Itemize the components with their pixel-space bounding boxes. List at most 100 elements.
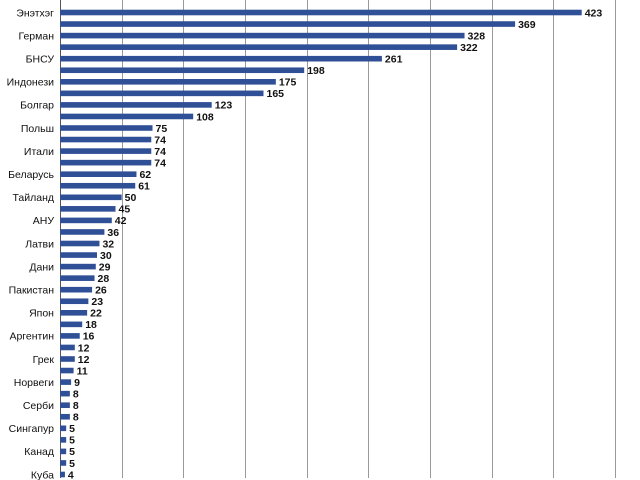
- bar: [60, 252, 97, 258]
- bar: [60, 263, 96, 270]
- value-label: 74: [154, 157, 166, 169]
- category-label: Грек: [33, 354, 55, 366]
- value-label: 5: [69, 458, 75, 470]
- value-label: 5: [69, 423, 75, 435]
- bar: [60, 44, 458, 50]
- value-label: 42: [115, 215, 127, 227]
- bar: [60, 437, 67, 443]
- bar: [60, 448, 67, 455]
- bar: [60, 125, 153, 131]
- bar: [60, 229, 105, 235]
- value-label: 12: [78, 354, 90, 366]
- category-label: АНУ: [33, 215, 55, 227]
- value-label: 108: [196, 111, 214, 123]
- bar: [60, 32, 465, 39]
- category-label: Дани: [29, 261, 54, 273]
- value-label: 18: [85, 319, 97, 331]
- value-label: 74: [154, 146, 166, 158]
- bar: [60, 79, 276, 85]
- bar: [60, 148, 152, 154]
- value-label: 423: [585, 7, 603, 19]
- bar: [60, 9, 582, 16]
- category-label: Канад: [24, 446, 54, 458]
- category-label: БНСУ: [26, 54, 55, 66]
- bar: [60, 90, 264, 97]
- bar: [60, 21, 516, 27]
- value-label: 165: [267, 88, 285, 100]
- bar: [60, 136, 152, 143]
- bar: [60, 217, 112, 224]
- bar: [60, 460, 67, 466]
- bar: [60, 344, 75, 351]
- value-label: 29: [99, 261, 111, 273]
- value-label: 16: [83, 331, 95, 343]
- bar: [60, 159, 152, 166]
- value-label: 4: [68, 469, 74, 480]
- category-label: Норвеги: [14, 377, 54, 389]
- value-label: 5: [69, 446, 75, 458]
- value-label: 28: [98, 273, 110, 285]
- bar: [60, 240, 100, 247]
- bar: [60, 286, 93, 293]
- bar: [60, 367, 74, 374]
- value-label: 198: [307, 65, 325, 77]
- value-label: 175: [279, 77, 297, 89]
- value-label: 62: [139, 169, 151, 181]
- labels: 423Энэтхэг369328Герман322261БНСУ198175Ин…: [7, 7, 603, 480]
- value-label: 61: [138, 181, 150, 193]
- category-label: Тайланд: [12, 192, 54, 204]
- value-label: 50: [125, 192, 137, 204]
- bar: [60, 379, 72, 385]
- category-label: Куба: [31, 469, 54, 480]
- value-label: 11: [77, 365, 88, 377]
- category-label: Серби: [23, 400, 54, 412]
- bar: [60, 102, 212, 108]
- value-label: 123: [215, 100, 233, 112]
- value-label: 261: [385, 54, 403, 66]
- bar: [60, 471, 65, 478]
- value-label: 12: [78, 342, 90, 354]
- category-label: Болгар: [20, 100, 54, 112]
- bar: [60, 67, 305, 74]
- bar: [60, 113, 194, 120]
- value-label: 23: [91, 296, 103, 308]
- value-label: 26: [95, 285, 107, 297]
- category-label: Латви: [25, 238, 54, 250]
- category-label: Сингапур: [9, 423, 55, 435]
- bar: [60, 321, 83, 328]
- category-label: Пакистан: [9, 285, 55, 297]
- bar: [60, 275, 95, 281]
- value-label: 5: [69, 435, 75, 447]
- bar: [60, 425, 67, 432]
- value-label: 75: [156, 123, 168, 135]
- category-label: Польш: [21, 123, 54, 135]
- bar: [60, 171, 137, 177]
- value-label: 369: [518, 19, 536, 31]
- value-label: 30: [100, 250, 112, 262]
- value-label: 22: [90, 308, 102, 320]
- category-label: Итали: [24, 146, 54, 158]
- category-label: Энэтхэг: [16, 7, 54, 19]
- category-label: Япон: [29, 308, 54, 320]
- category-label: Беларусь: [8, 169, 54, 181]
- value-label: 322: [460, 42, 478, 54]
- bar: [60, 333, 80, 339]
- bar: [60, 402, 70, 408]
- value-label: 74: [154, 134, 166, 146]
- value-label: 45: [119, 204, 131, 216]
- value-label: 8: [73, 388, 79, 400]
- value-label: 32: [102, 238, 114, 250]
- bar: [60, 356, 75, 362]
- bar: [60, 413, 70, 420]
- value-label: 36: [107, 227, 119, 239]
- value-label: 8: [73, 400, 79, 412]
- value-label: 328: [468, 30, 486, 42]
- value-label: 9: [74, 377, 80, 389]
- bar: [60, 206, 116, 212]
- category-label: Индонези: [7, 77, 55, 89]
- bar: [60, 298, 89, 305]
- bar: [60, 310, 88, 316]
- bar: [60, 194, 122, 201]
- bar: [60, 182, 136, 189]
- bar: [60, 55, 382, 62]
